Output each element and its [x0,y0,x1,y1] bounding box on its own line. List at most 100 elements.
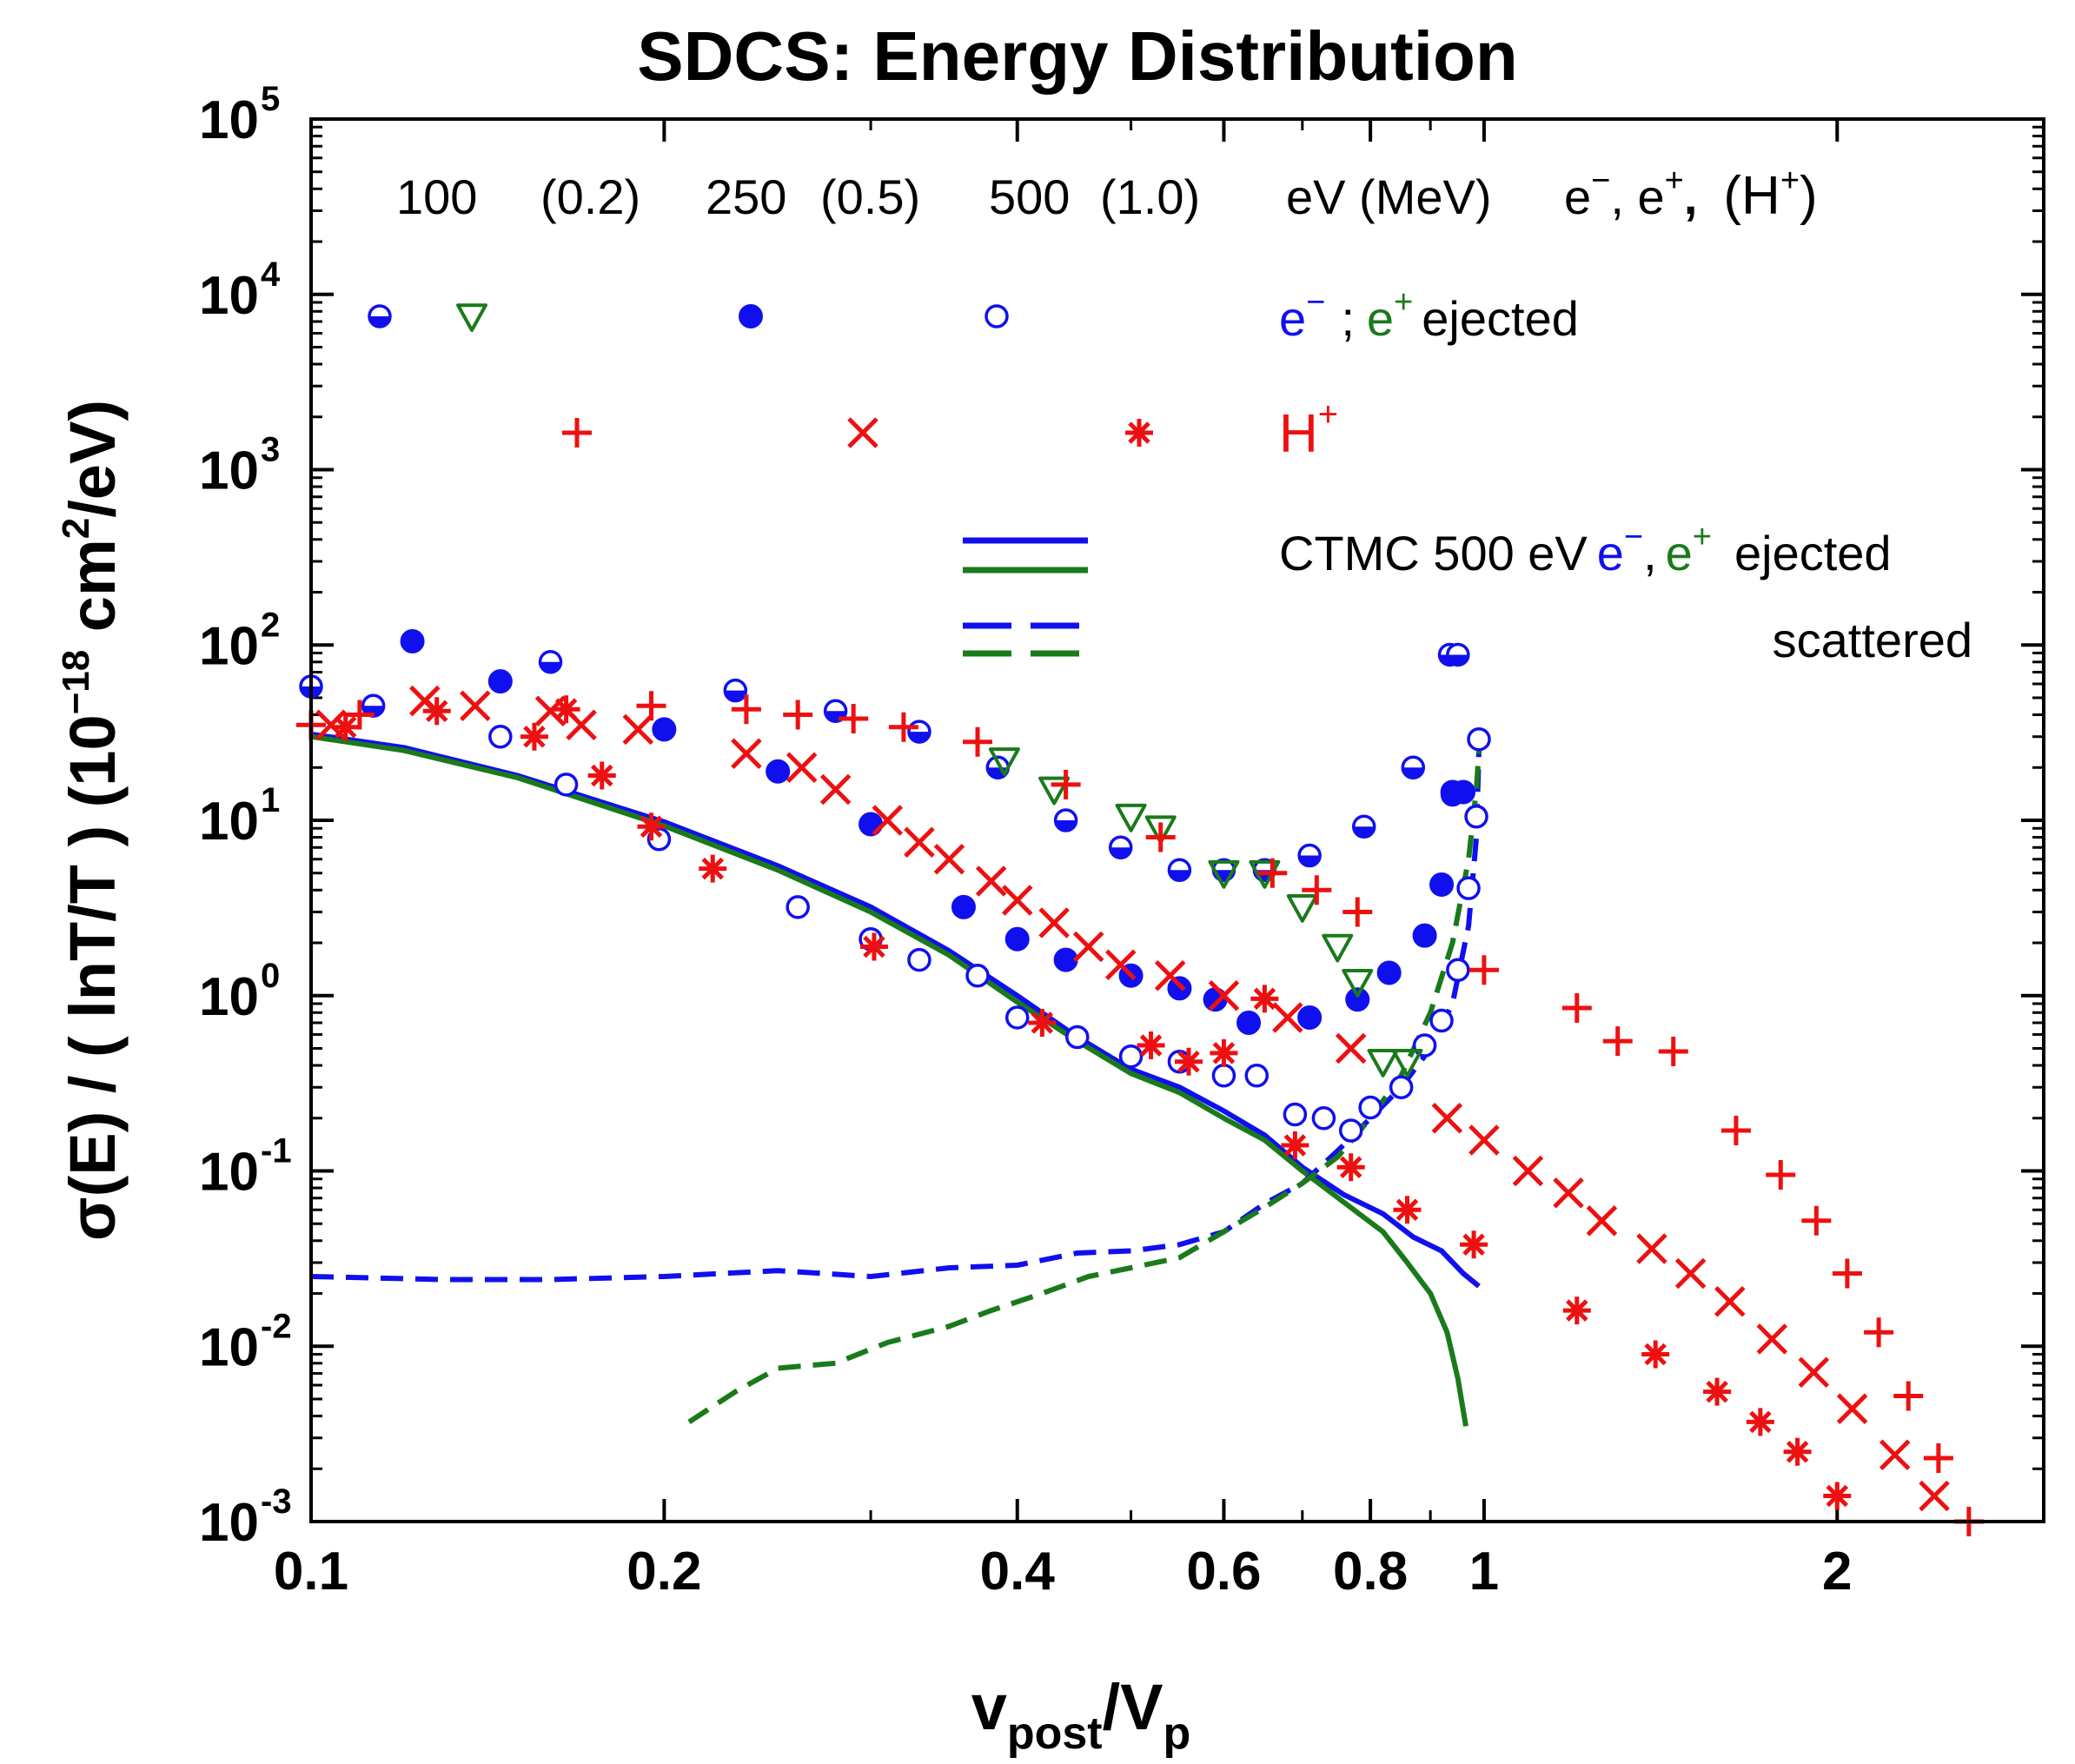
marker-x [1038,907,1070,938]
y-tick-exponent: 5 [261,80,280,118]
marker-plus [1766,1159,1796,1190]
marker-open-circle [1065,1025,1090,1050]
marker-asterisk [331,713,360,741]
marker-x [1512,1155,1544,1187]
marker-plus [1302,875,1332,905]
y-tick-label: 10 [199,616,259,676]
legend-marker-open-circle [984,304,1009,328]
marker-open-circle [1118,1044,1144,1069]
marker-half-circle [1167,858,1192,883]
marker-half-circle [1297,843,1322,868]
marker-triangle-down [1322,933,1354,963]
marker-asterisk [1641,1340,1670,1369]
y-tick-label: 10 [199,441,259,501]
marker-plus [1468,955,1499,985]
marker-filled-circle [1450,779,1475,805]
marker-open-circle [1446,958,1470,983]
marker-plus [963,726,993,757]
legend-units: eV (MeV) [1286,169,1492,224]
marker-open-circle [1283,1102,1308,1127]
marker-x [872,805,904,836]
marker-plus [1893,1381,1924,1411]
marker-open-circle [1456,876,1481,900]
marker-open-circle [1004,1005,1030,1030]
marker-triangle-down [1144,815,1177,845]
legend-0.5: (0.5) [820,169,920,224]
marker-plus [1145,822,1176,852]
legend-marker-triangle [456,303,487,332]
marker-triangle-down [1391,1048,1423,1078]
marker-filled-circle [1053,947,1078,972]
x-axis-label: vpost/Vp [971,1671,1191,1759]
marker-open-circle [965,964,990,988]
marker-open-circle [1467,726,1491,752]
legend-250: 250 [706,169,786,224]
marker-open-circle [907,947,931,972]
marker-filled-circle [1203,987,1228,1012]
marker-open-circle [1412,1033,1437,1058]
legend-1.0: (1.0) [1100,169,1200,224]
legend-particles: e−, e+, (H+) [1564,162,1818,226]
marker-asterisk [1562,1296,1591,1325]
y-tick-exponent: -3 [261,1482,292,1521]
marker-filled-circle [1167,976,1192,1001]
marker-filled-circle [1004,926,1030,952]
marker-open-circle [1358,1095,1382,1120]
y-tick-exponent: 4 [261,255,281,294]
marker-x [1208,979,1240,1011]
marker-half-circle [823,699,848,724]
ctmc-ejected-line [310,731,1481,1289]
marker-asterisk [1703,1377,1732,1406]
marker-asterisk [1336,1153,1365,1182]
marker-triangle-down [1115,803,1147,832]
marker-plus [1864,1317,1894,1348]
ctmc-scattered-line [687,750,1482,1424]
marker-plus [731,694,761,725]
marker-x [1636,1233,1667,1264]
marker-asterisk [1460,1230,1488,1259]
marker-x [819,773,852,806]
marker-plus [1658,1037,1688,1067]
marker-open-circle [1311,1106,1336,1131]
marker-x [1104,949,1137,980]
marker-x [1335,1032,1367,1064]
marker-x [904,826,935,858]
marker-half-circle [1053,808,1078,832]
marker-triangle-down [1342,968,1374,998]
marker-x [1798,1356,1830,1389]
marker-asterisk [587,761,616,790]
marker-x [1431,1103,1463,1134]
marker-x [1468,1124,1500,1156]
marker-x [1586,1205,1618,1237]
marker-asterisk [422,697,451,726]
marker-plus [1257,858,1288,888]
marker-triangle-down [1286,894,1318,923]
y-tick-exponent: 1 [261,781,280,819]
marker-filled-circle [652,717,677,742]
legend-markers [368,303,1153,448]
marker-filled-circle [766,759,791,784]
marker-filled-circle [487,669,513,694]
x-tick-label: 1 [1469,1542,1499,1602]
marker-open-circle [1464,804,1488,829]
marker-plus [1720,1116,1751,1146]
marker-x [1154,959,1186,991]
marker-open-circle [1338,1118,1363,1143]
marker-asterisk [1783,1437,1812,1466]
marker-plus [1801,1205,1832,1236]
marker-plus [839,704,869,734]
legend-marker-filled-circle [739,304,763,328]
marker-open-circle [1429,1008,1454,1033]
legend-scattered-label: scattered [1773,613,1972,667]
marker-plus [344,700,375,730]
y-tick-exponent: -2 [261,1307,292,1345]
chart-title: SDCS: Energy Distribution [637,17,1517,95]
marker-x [1879,1439,1911,1471]
marker-filled-circle [951,894,976,919]
marker-open-circle [1211,1063,1236,1088]
marker-plus [1832,1258,1862,1289]
marker-asterisk [1175,1047,1203,1076]
marker-triangle-down [988,747,1020,776]
marker-asterisk [520,722,548,751]
